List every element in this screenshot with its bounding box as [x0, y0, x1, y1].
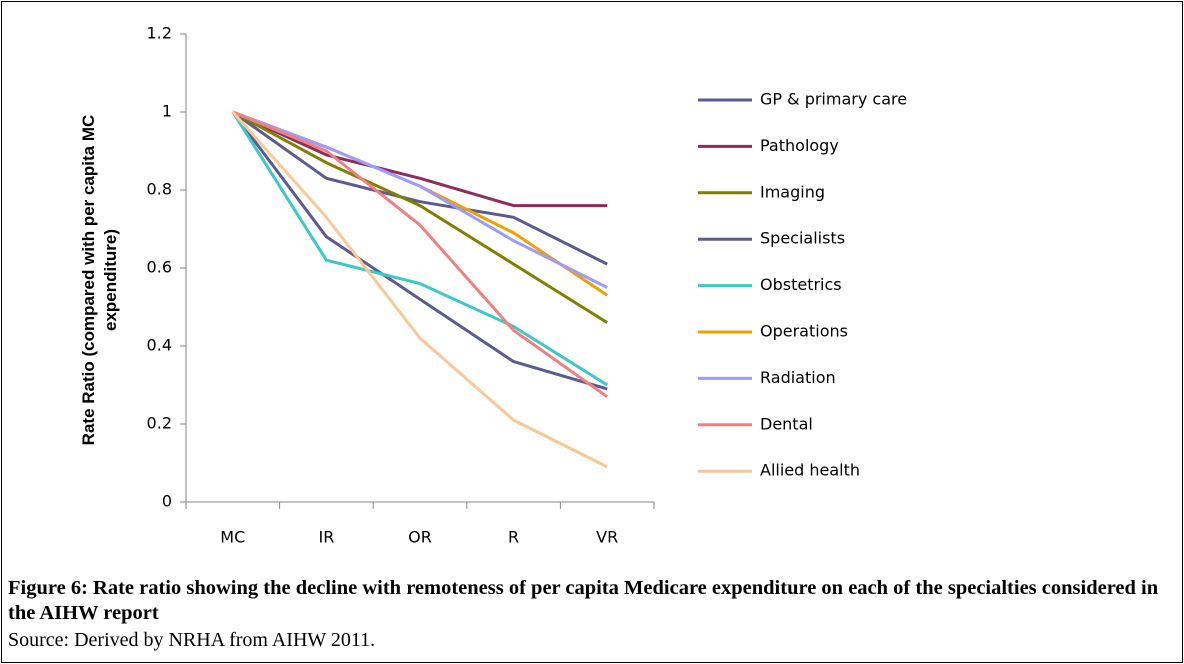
caption: Figure 6: Rate ratio showing the decline… [8, 577, 1159, 624]
legend-label: Imaging [760, 182, 825, 201]
source: Source: Derived by NRHA from AIHW 2011. [8, 629, 376, 651]
y-tick-label: 0.2 [147, 414, 172, 433]
legend-label: Pathology [760, 136, 839, 155]
y-axis-label: Rate Ratio (compared with per capita MC … [79, 114, 120, 446]
series-line [231, 110, 608, 266]
series-line [232, 110, 608, 289]
x-tick-label: VR [596, 528, 618, 547]
y-tick-label: 1 [162, 102, 172, 121]
y-tick-label: 0 [162, 492, 172, 511]
x-tick-label: MC [220, 528, 245, 547]
legend-label: Operations [760, 322, 848, 341]
series-line [231, 111, 608, 469]
legend-label: GP & primary care [760, 90, 907, 109]
series-line [232, 110, 608, 208]
series-line [231, 111, 608, 391]
x-tick-label: IR [318, 528, 334, 547]
series-line [231, 111, 608, 387]
legend-label: Radiation [760, 368, 836, 387]
x-tick-label: R [508, 528, 519, 547]
series-line [232, 110, 608, 324]
y-tick-label: 0.4 [147, 336, 172, 355]
legend-label: Allied health [760, 461, 860, 480]
legend-label: Dental [760, 414, 813, 433]
y-tick-label: 0.6 [147, 258, 172, 277]
x-tick-label: OR [408, 528, 432, 547]
y-tick-label: 0.8 [147, 180, 172, 199]
series-line [232, 110, 609, 398]
legend-label: Specialists [760, 229, 845, 248]
y-tick-label: 1.2 [147, 24, 172, 43]
legend-label: Obstetrics [760, 275, 842, 294]
